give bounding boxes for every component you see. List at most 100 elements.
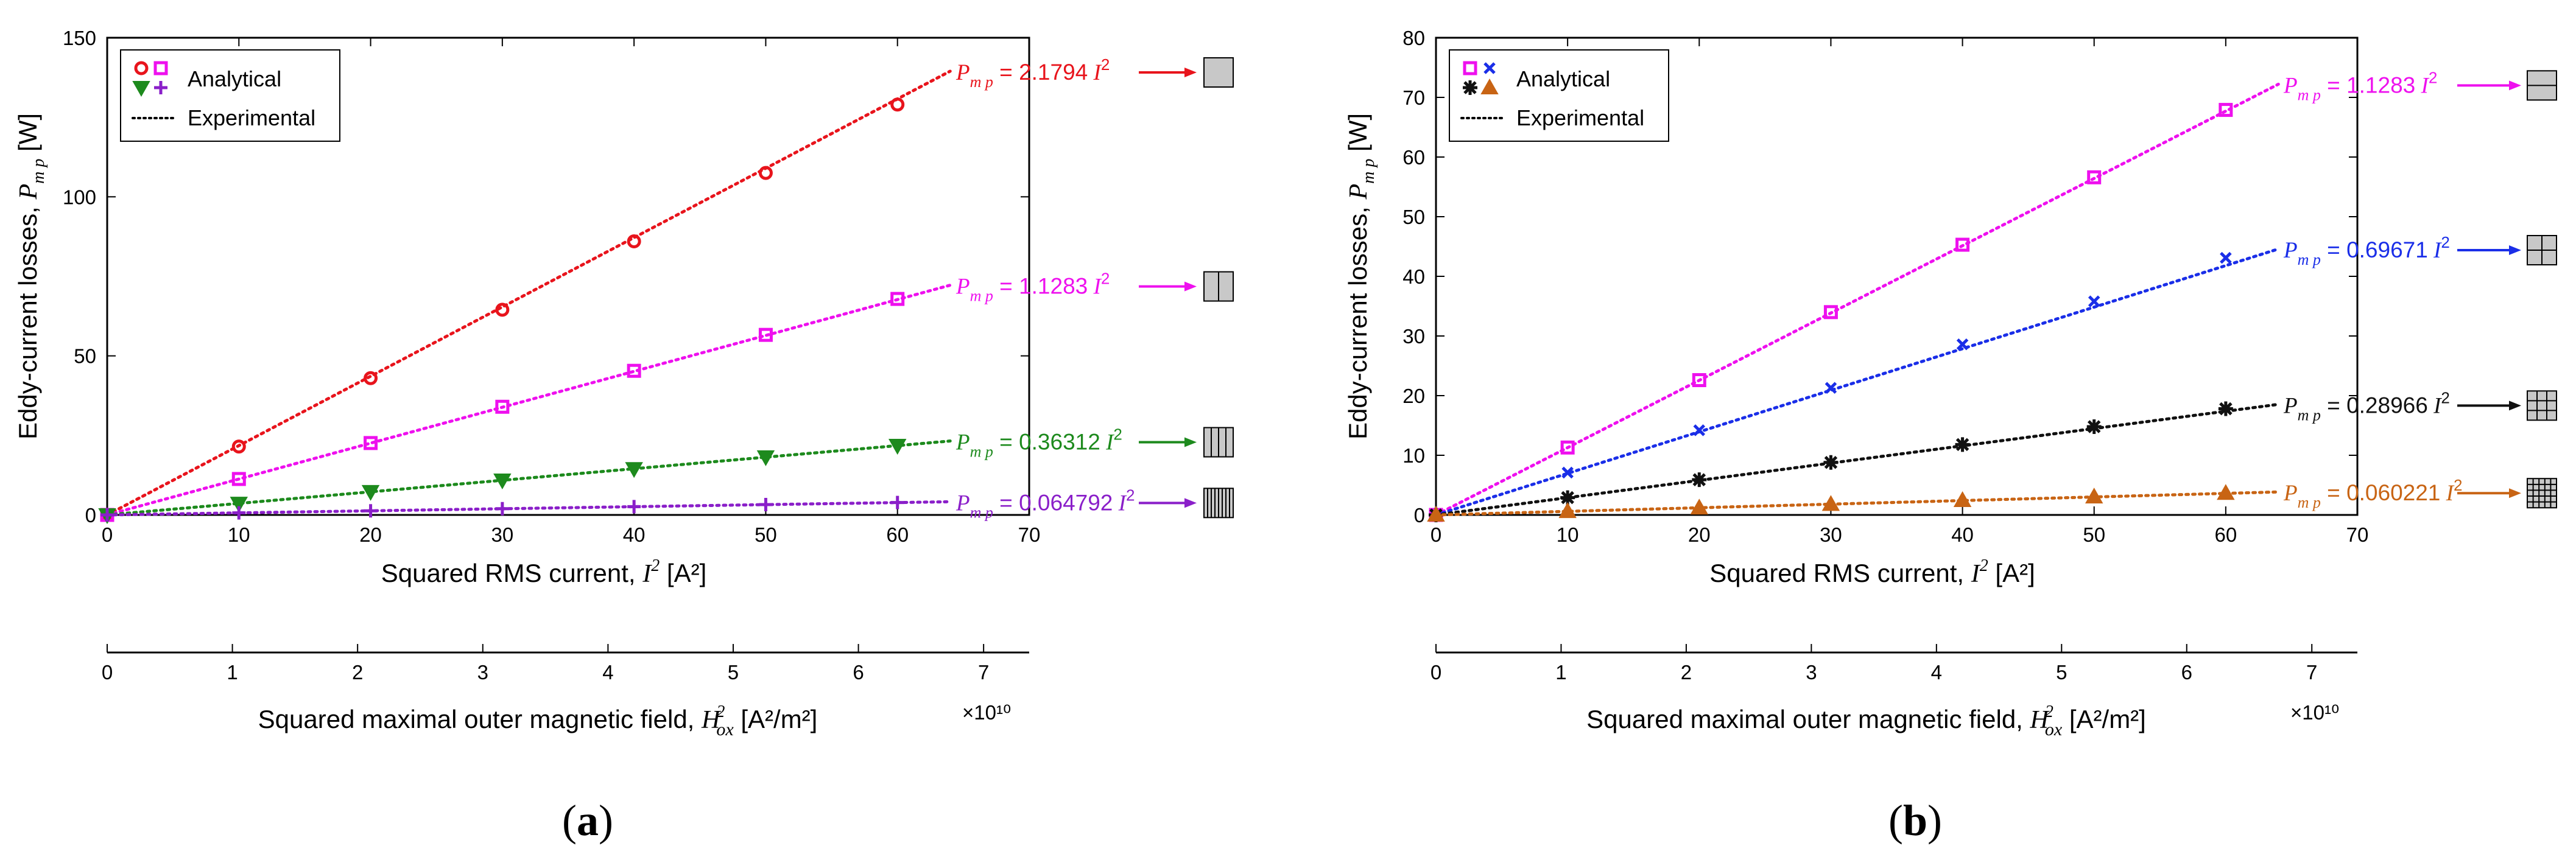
data-point [758,166,773,180]
panel-label: (a) [562,796,613,845]
x2-exponent-label: ×10¹⁰ [962,701,1011,724]
y-tick-label: 150 [63,27,96,49]
data-point [756,450,775,466]
data-point [232,506,246,520]
segment-icon-1x2 [2527,70,2557,101]
x2-tick-label: 4 [1931,661,1942,684]
segment-icon-8x1 [1203,488,1234,519]
data-point [495,303,510,317]
data-point [361,484,380,501]
y-axis-label: Eddy-current losses, Pm p [W] [13,113,48,439]
fit-line [1434,402,2280,517]
fit-line [1434,82,2280,517]
y-tick-label: 50 [1402,206,1425,228]
fit-equation: Pm p = 0.28966 I2 [2283,388,2450,424]
legend-marker [132,81,150,97]
fit-equation: Pm p = 0.69671 I2 [2283,233,2450,268]
y-tick-label: 50 [74,345,96,368]
arrow-head [1184,281,1197,292]
y-tick-label: 10 [1402,444,1425,467]
x-tick-label: 20 [1688,523,1711,546]
x2-tick-label: 2 [1681,661,1692,684]
legend-box [120,49,340,142]
fit-equation: Pm p = 1.1283 I2 [955,270,1110,305]
data-point [627,500,641,514]
x2-tick-label: 7 [978,661,989,684]
legend-marker [134,61,149,75]
x-tick-label: 0 [1431,523,1441,546]
legend-marker [153,61,168,75]
x2-tick-label: 2 [352,661,363,684]
x2-axis-label: Squared maximal outer magnetic field, H2… [1586,702,2146,740]
data-point [1690,498,1708,515]
x-tick-label: 60 [886,523,909,546]
y-axis-label: Eddy-current losses, Pm p [W] [1343,113,1378,439]
data-point [1821,495,1840,511]
series-2-segments: Pm p = 1.1283 I2 [100,270,1234,522]
data-point [1692,373,1706,388]
y-tick-label: 0 [1414,504,1425,526]
series-1-segment: Pm p = 2.1794 I2 [100,55,1234,522]
data-point [1558,502,1577,519]
arrow-head [1184,67,1197,77]
data-point [2085,488,2103,504]
data-point [1693,424,1706,436]
fit-line [105,439,952,517]
series-8-segments: Pm p = 0.064792 I2 [100,486,1234,522]
data-point [1561,466,1574,479]
fit-line [1434,490,2280,517]
fit-equation: Pm p = 2.1794 I2 [955,55,1110,91]
x2-tick-label: 5 [728,661,739,684]
data-point [625,462,643,478]
x2-tick-label: 0 [1431,661,1441,684]
data-point [1560,440,1575,455]
x2-tick-label: 5 [2056,661,2067,684]
x2-tick-label: 3 [477,661,488,684]
x2-tick-label: 6 [2181,661,2192,684]
data-point [231,472,246,486]
data-point [2088,295,2100,307]
data-point [758,327,773,342]
data-point [495,502,509,516]
data-point [890,495,904,509]
data-point [1823,455,1839,470]
x2-tick-label: 3 [1806,661,1817,684]
x-tick-label: 30 [491,523,513,546]
data-point [493,474,512,490]
segment-icon-1x1 [1203,57,1234,88]
data-point [627,363,641,378]
x2-tick-label: 6 [853,661,864,684]
data-point [1953,491,1972,507]
segment-icon-4x1 [1203,427,1234,458]
fit-line [1434,247,2280,517]
x-axis-label: Squared RMS current, I2 [A²] [1709,556,2035,588]
y-tick-label: 20 [1402,385,1425,407]
x2-tick-label: 4 [602,661,613,684]
data-point [1692,472,1707,488]
arrow-head [2509,401,2521,411]
legend: Analytical Experimental [1449,49,1669,142]
data-point [364,436,378,450]
y-tick-label: 100 [63,186,96,208]
data-point [890,292,905,306]
series-2x2-segments: Pm p = 0.69671 I2 [1430,233,2557,521]
data-point [2217,484,2235,500]
data-point [890,97,905,112]
fit-equation: Pm p = 0.064792 I2 [955,486,1135,521]
data-point [495,399,510,414]
y-tick-label: 40 [1402,265,1425,288]
x-axis-label: Squared RMS current, I2 [A²] [381,556,707,588]
arrow-head [2509,245,2521,256]
segment-icon-2x1 [1203,271,1234,302]
segment-icon-3x3 [2527,390,2557,421]
legend-experimental-label: Experimental [1516,105,1644,130]
arrow-head [2509,488,2521,498]
data-point [1427,505,1445,522]
fit-equation: Pm p = 0.36312 I2 [955,425,1122,461]
arrow-head [1184,498,1197,508]
x-tick-label: 70 [2346,523,2369,546]
chart-panel-b: 0 10 20 30 40 50 60 7001020304050607080Squared … [1343,27,2557,845]
y-tick-label: 0 [85,504,96,526]
